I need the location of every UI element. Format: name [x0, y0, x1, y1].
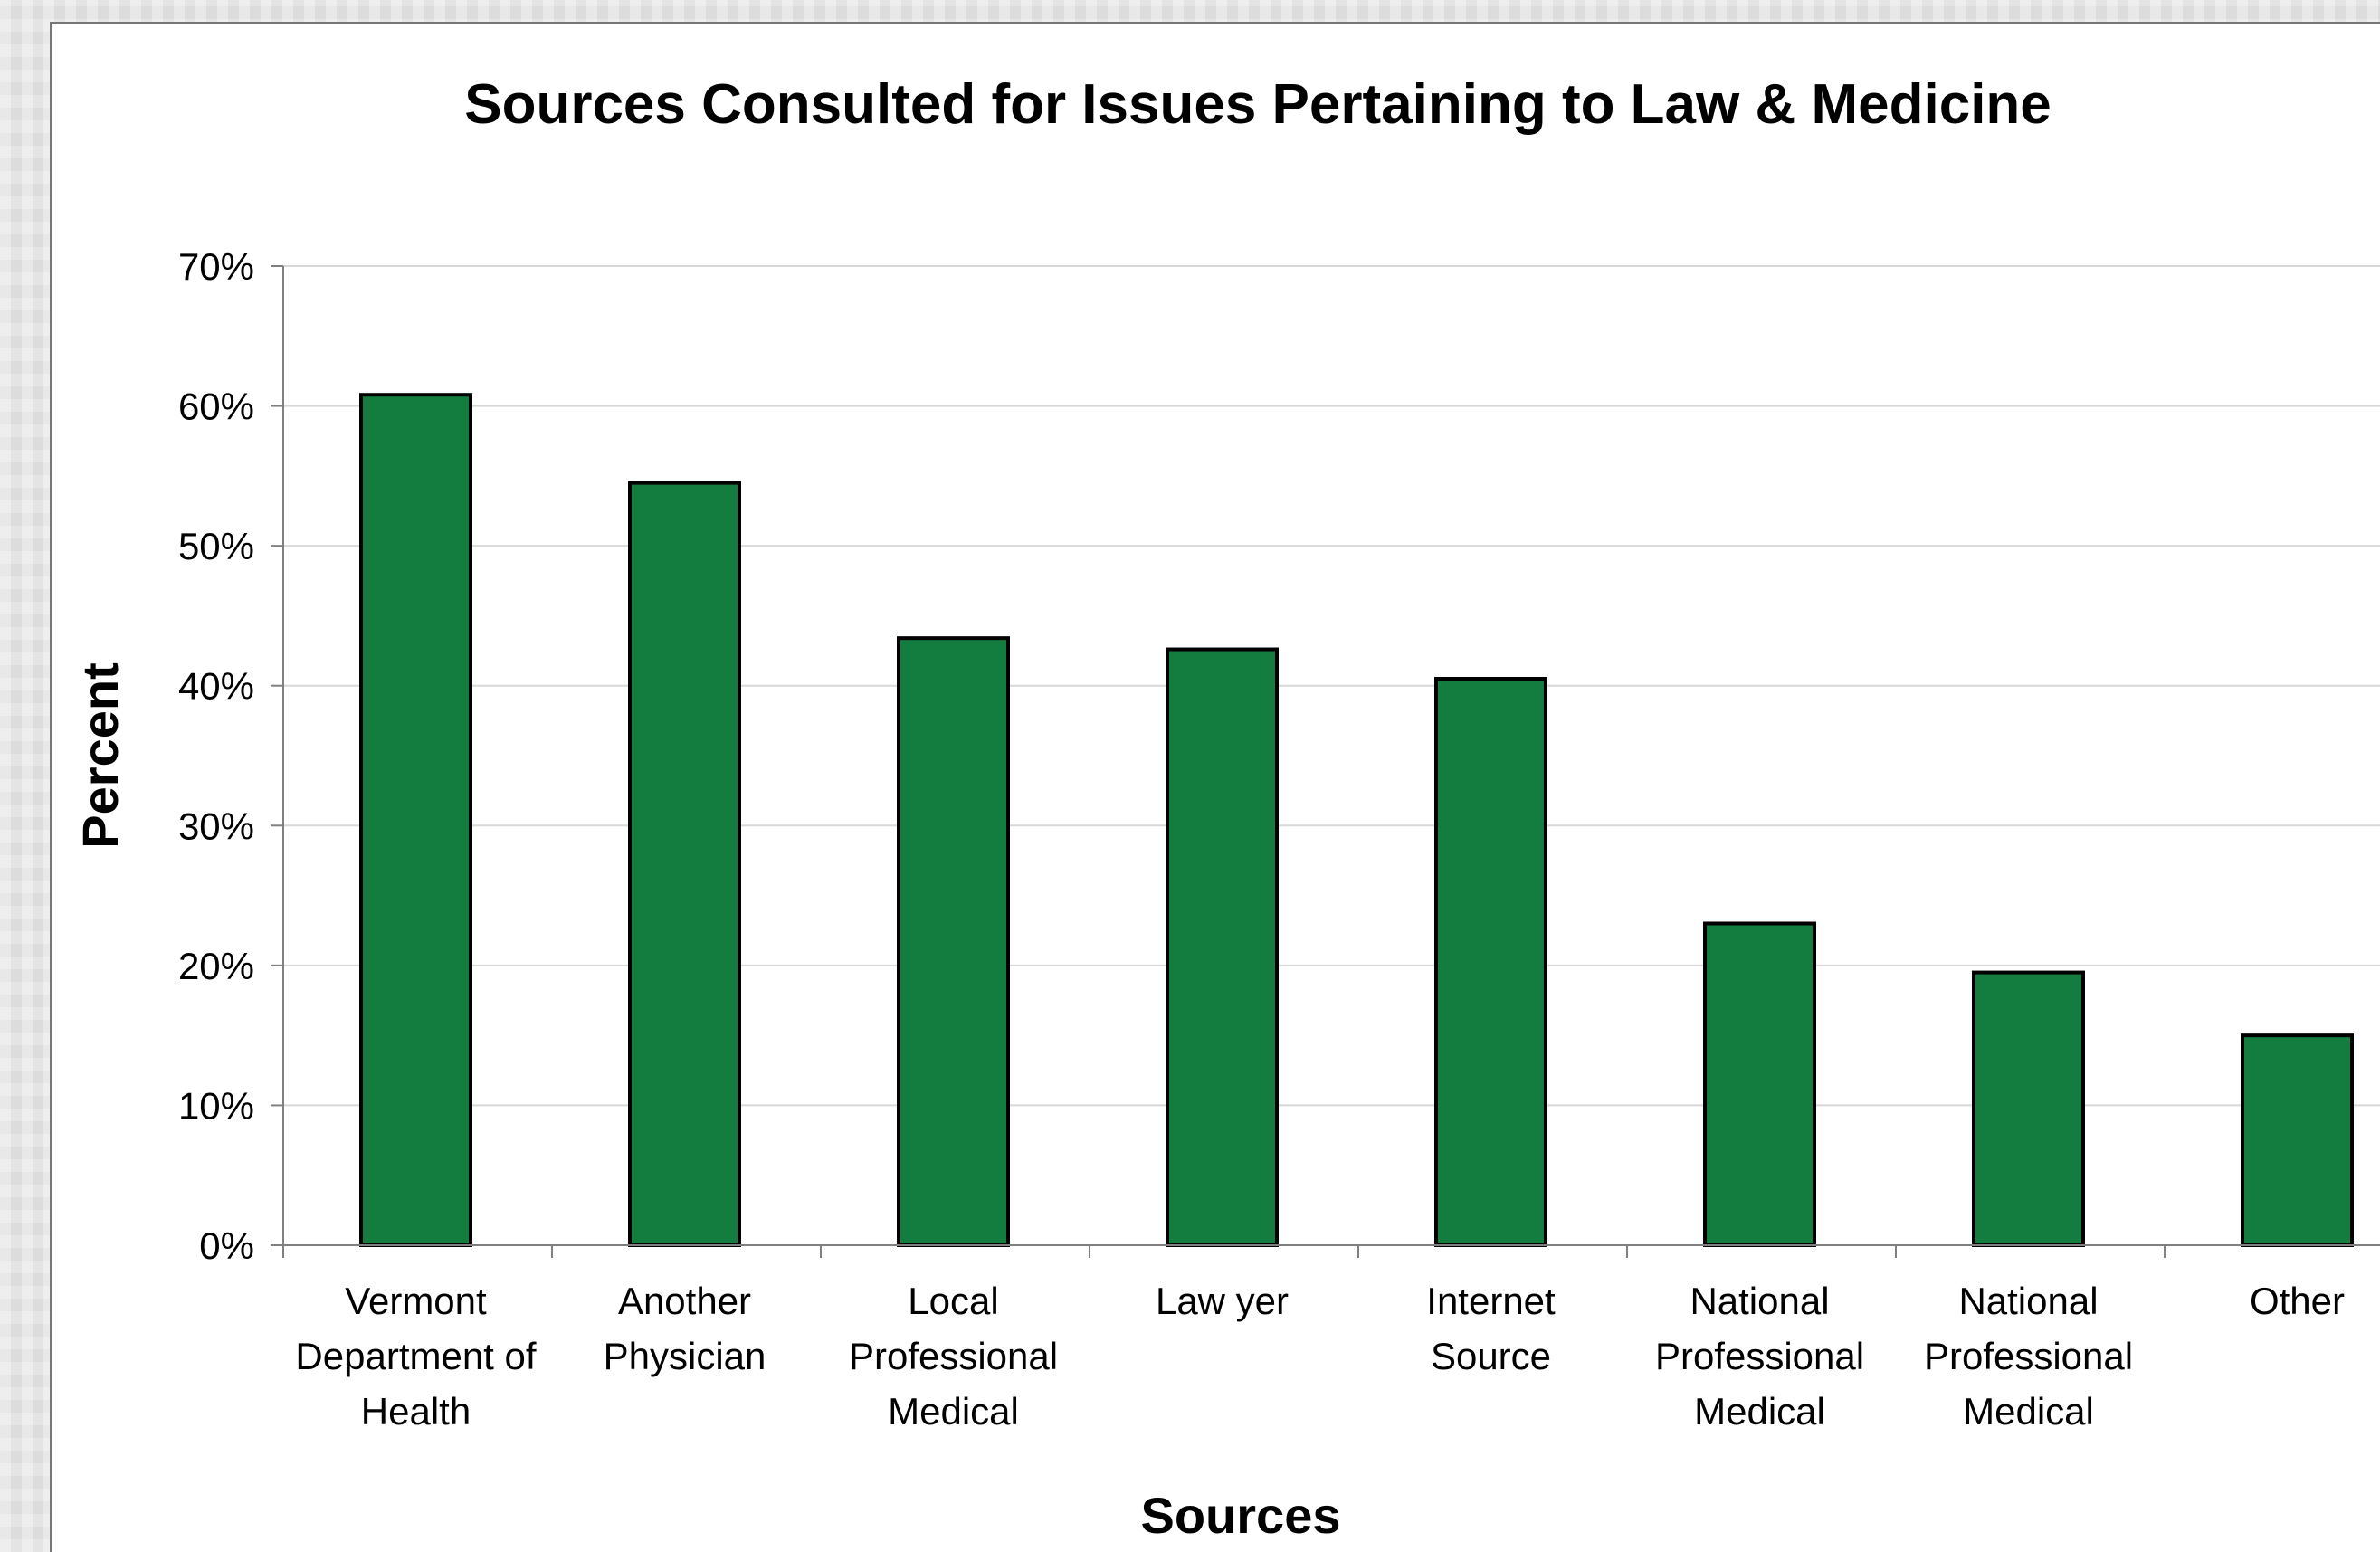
- bar: [1703, 921, 1816, 1247]
- y-tick-label: 60%: [178, 386, 254, 428]
- bar: [1434, 676, 1547, 1247]
- bar: [897, 636, 1010, 1247]
- y-axis-title: Percent: [71, 662, 129, 848]
- x-tick-label: Another Physician: [604, 1280, 766, 1377]
- x-tick-label: National Professional Medical: [1655, 1280, 1864, 1433]
- bar: [359, 393, 472, 1248]
- x-tick-label: Law yer: [1156, 1280, 1289, 1322]
- x-tick-label: National Professional Medical: [1924, 1280, 2133, 1433]
- y-tick-label: 0%: [199, 1224, 254, 1267]
- axes: [271, 265, 2380, 1258]
- y-tick-label: 50%: [178, 525, 254, 567]
- y-tick-labels: 0% 10% 20% 30% 40% 50% 60% 70%: [178, 245, 254, 1267]
- x-tick-label: Local Professional Medical: [849, 1280, 1058, 1433]
- y-tick-label: 40%: [178, 665, 254, 708]
- y-tick-label: 10%: [178, 1084, 254, 1127]
- bar: [1972, 970, 2085, 1247]
- bar: [2241, 1033, 2354, 1247]
- x-tick-label: Other: [2250, 1280, 2345, 1322]
- x-tick-label: Vermont Department of Health: [295, 1280, 536, 1433]
- bar: [628, 481, 741, 1247]
- x-axis-title: Sources: [1141, 1487, 1341, 1544]
- x-tick-labels: Vermont Department of Health Another Physici…: [295, 1280, 2345, 1433]
- chart-title: Sources Consulted for Issues Pertaining …: [464, 73, 2052, 136]
- y-tick-label: 30%: [178, 805, 254, 847]
- y-tick-label: 20%: [178, 945, 254, 987]
- bar: [1166, 647, 1279, 1247]
- y-tick-label: 70%: [178, 245, 254, 288]
- bars: [359, 393, 2354, 1248]
- x-tick-label: Internet Source: [1426, 1280, 1556, 1377]
